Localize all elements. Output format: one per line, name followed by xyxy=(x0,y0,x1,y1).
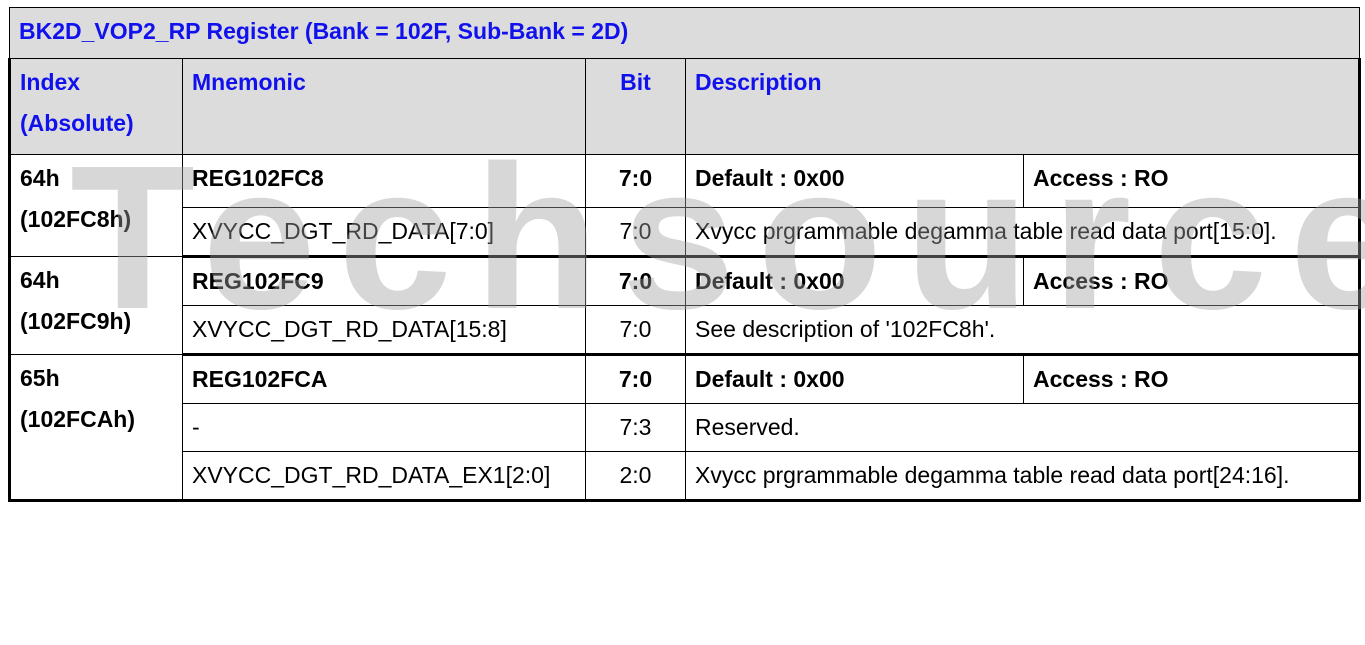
field-mnemonic: - xyxy=(182,403,586,452)
field-bit: 7:0 xyxy=(585,305,686,356)
default-value: Default : 0x00 xyxy=(685,256,1024,306)
index-cell: 65h (102FCAh) xyxy=(8,354,183,502)
field-bit: 7:0 xyxy=(585,207,686,258)
register-bit: 7:0 xyxy=(585,354,686,404)
register-bit: 7:0 xyxy=(585,154,686,208)
register-name: REG102FC9 xyxy=(182,256,586,306)
field-bit: 7:3 xyxy=(585,403,686,452)
field-description: See description of '102FC8h'. xyxy=(684,305,1362,356)
field-mnemonic: XVYCC_DGT_RD_DATA[15:8] xyxy=(182,305,586,356)
field-description: Xvycc prgrammable degamma table read dat… xyxy=(684,207,1362,258)
header-bit: Bit xyxy=(585,58,686,155)
access-value: Access : RO xyxy=(1022,354,1362,404)
header-description: Description xyxy=(684,58,1362,155)
default-value: Default : 0x00 xyxy=(685,354,1024,404)
field-bit: 2:0 xyxy=(585,451,686,502)
field-mnemonic: XVYCC_DGT_RD_DATA[7:0] xyxy=(182,207,586,258)
table-row: - 7:3 Reserved. xyxy=(10,403,1362,452)
table-title: BK2D_VOP2_RP Register (Bank = 102F, Sub-… xyxy=(8,7,1361,59)
table-row: XVYCC_DGT_RD_DATA[15:8] 7:0 See descript… xyxy=(10,305,1362,356)
field-description: Xvycc prgrammable degamma table read dat… xyxy=(684,451,1362,502)
index-cell: 64h (102FC8h) xyxy=(8,154,183,257)
header-mnemonic: Mnemonic xyxy=(182,58,586,155)
register-name: REG102FCA xyxy=(182,354,586,404)
table-row: 64h (102FC9h) REG102FC9 7:0 Default : 0x… xyxy=(8,256,1362,355)
register-name: REG102FC8 xyxy=(182,154,586,208)
header-row: Index (Absolute) Mnemonic Bit Descriptio… xyxy=(8,58,1362,155)
default-value: Default : 0x00 xyxy=(685,154,1024,208)
table-title-row: BK2D_VOP2_RP Register (Bank = 102F, Sub-… xyxy=(8,7,1361,59)
header-index: Index (Absolute) xyxy=(8,58,183,155)
index-cell: 64h (102FC9h) xyxy=(8,256,183,355)
field-description: Reserved. xyxy=(684,403,1362,452)
table-row: 65h (102FCAh) REG102FCA 7:0 Default : 0x… xyxy=(8,354,1362,502)
table-row: 64h (102FC8h) REG102FC8 7:0 Default : 0x… xyxy=(8,154,1362,257)
access-value: Access : RO xyxy=(1022,154,1362,208)
table-row: XVYCC_DGT_RD_DATA[7:0] 7:0 Xvycc prgramm… xyxy=(10,207,1362,258)
field-mnemonic: XVYCC_DGT_RD_DATA_EX1[2:0] xyxy=(182,451,586,502)
register-table: BK2D_VOP2_RP Register (Bank = 102F, Sub-… xyxy=(8,7,1362,502)
register-bit: 7:0 xyxy=(585,256,686,306)
access-value: Access : RO xyxy=(1022,256,1362,306)
table-row: XVYCC_DGT_RD_DATA_EX1[2:0] 2:0 Xvycc prg… xyxy=(10,451,1362,502)
